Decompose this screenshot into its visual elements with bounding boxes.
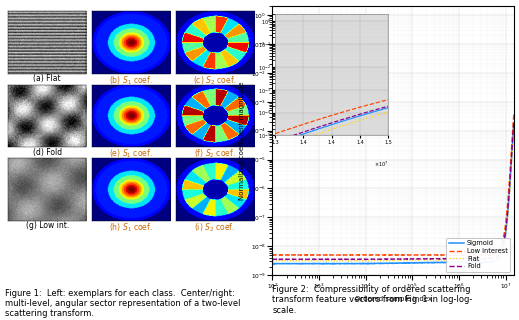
Fold [511,120,517,124]
Text: (g) Low int.: (g) Low int. [25,221,69,230]
Sigmoid [435,260,442,264]
Sigmoid [367,261,374,265]
Text: (i) $S_2$ coef.: (i) $S_2$ coef. [194,221,236,234]
Flat [462,258,468,262]
Flat [458,258,464,262]
Low interest [367,253,374,257]
Sigmoid [376,262,382,266]
Sigmoid [511,121,517,125]
Line: Fold: Fold [272,122,514,260]
Flat [294,259,301,263]
Legend: Sigmoid, Low interest, Flat, Fold: Sigmoid, Low interest, Flat, Fold [446,237,511,272]
Text: (a) Flat: (a) Flat [33,74,61,83]
Fold [458,257,464,260]
Sigmoid [269,261,276,265]
Fold [367,257,374,261]
Flat [269,259,276,262]
Flat [291,259,297,263]
Flat [376,259,382,263]
Y-axis label: Normalized coefficient magnitude: Normalized coefficient magnitude [239,82,245,200]
Text: (c) $S_2$ coef.: (c) $S_2$ coef. [193,74,237,87]
Line: Flat: Flat [272,129,514,261]
Sigmoid [294,262,300,266]
Text: Figure 1:  Left: exemplars for each class.  Center/right:
multi-level, angular s: Figure 1: Left: exemplars for each class… [5,289,241,318]
Sigmoid [330,262,336,266]
Low interest [511,112,517,116]
Flat [367,259,374,262]
Sigmoid [462,260,468,264]
Fold [294,257,301,261]
Fold [435,257,442,260]
Low interest [269,253,276,257]
Low interest [462,253,468,257]
Low interest [288,253,294,257]
Sigmoid [458,260,464,264]
X-axis label: Ordered sample index: Ordered sample index [354,296,432,302]
Text: (b) $S_1$ coef.: (b) $S_1$ coef. [109,74,153,87]
Fold [289,258,295,261]
Text: (d) Fold: (d) Fold [33,148,62,157]
Text: (e) $S_1$ coef.: (e) $S_1$ coef. [109,148,153,160]
Text: (h) $S_1$ coef.: (h) $S_1$ coef. [109,221,153,234]
Low interest [458,253,464,257]
Text: Figure 2:  Compressibility of ordered scattering
transform feature vectors from : Figure 2: Compressibility of ordered sca… [272,285,473,315]
Low interest [376,253,382,257]
Fold [376,257,382,261]
Low interest [294,253,301,257]
Fold [462,257,468,260]
Low interest [435,253,442,257]
Text: $\times10^7$: $\times10^7$ [374,160,389,169]
Text: (f) $S_2$ coef.: (f) $S_2$ coef. [194,148,236,160]
Fold [269,257,276,261]
Flat [435,258,442,262]
Flat [511,127,517,131]
Line: Low interest: Low interest [272,114,514,255]
Line: Sigmoid: Sigmoid [272,123,514,264]
